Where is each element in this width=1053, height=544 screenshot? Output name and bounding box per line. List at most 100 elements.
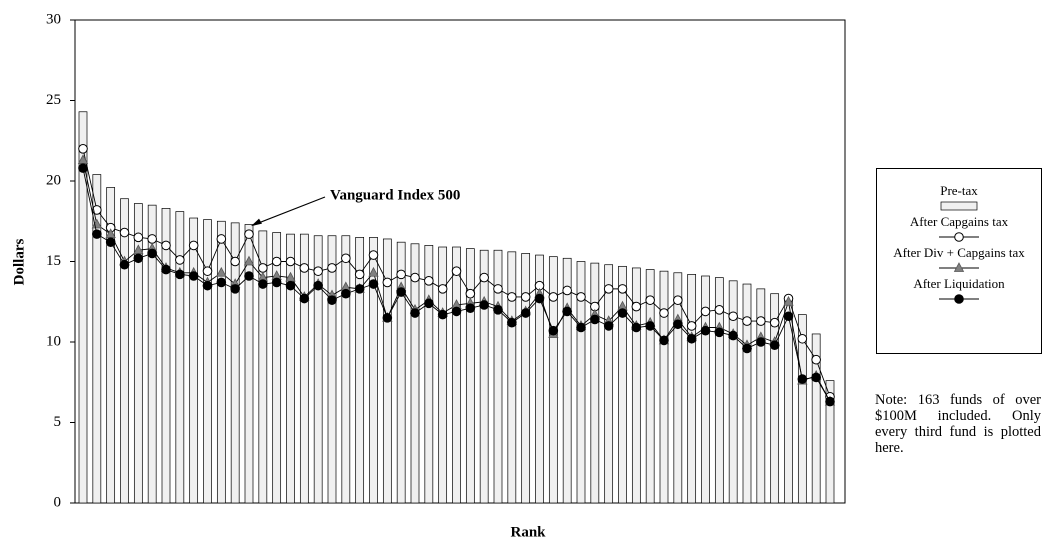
marker	[756, 337, 766, 347]
marker	[562, 306, 572, 317]
bar	[382, 238, 392, 504]
marker	[645, 295, 655, 305]
marker	[285, 256, 296, 267]
legend-label: After Liquidation	[913, 276, 1005, 291]
marker	[769, 340, 780, 351]
legend-symbol	[939, 262, 979, 272]
bar	[493, 249, 503, 504]
y-tick-label: 15	[46, 253, 61, 269]
marker	[728, 330, 738, 341]
marker	[341, 288, 351, 299]
marker	[645, 321, 655, 331]
marker	[742, 343, 752, 354]
legend-label: Pre-tax	[940, 183, 978, 198]
marker	[382, 277, 393, 288]
marker	[424, 276, 434, 286]
y-tick-label: 25	[46, 92, 61, 108]
bar	[369, 237, 378, 504]
marker	[119, 227, 130, 238]
bar	[92, 174, 102, 504]
bar	[797, 314, 807, 504]
marker	[368, 279, 379, 289]
marker	[327, 263, 337, 273]
marker	[728, 311, 738, 322]
marker	[451, 266, 462, 276]
marker	[811, 354, 821, 365]
bar	[701, 275, 710, 504]
marker	[617, 308, 628, 318]
marker	[507, 292, 517, 302]
marker	[78, 163, 88, 173]
marker	[797, 374, 808, 384]
marker	[133, 232, 144, 243]
marker	[382, 313, 393, 323]
bar	[244, 224, 254, 504]
marker	[161, 240, 171, 251]
bar	[521, 253, 531, 504]
bar	[590, 262, 600, 504]
marker	[354, 284, 365, 294]
marker	[258, 263, 268, 273]
marker	[783, 311, 794, 322]
y-tick-label: 10	[46, 333, 61, 349]
marker	[216, 234, 227, 244]
bar	[687, 274, 697, 504]
bar	[507, 251, 517, 504]
marker	[188, 271, 199, 281]
bar	[175, 211, 185, 504]
marker	[244, 271, 254, 281]
bar	[161, 208, 171, 504]
marker	[313, 280, 323, 291]
marker	[659, 335, 669, 346]
marker	[742, 316, 752, 326]
marker	[576, 322, 586, 333]
bar	[424, 245, 434, 504]
marker	[161, 264, 171, 275]
bar	[327, 235, 337, 504]
marker	[479, 300, 489, 310]
bar	[230, 222, 240, 504]
marker	[368, 266, 379, 277]
marker	[410, 272, 420, 283]
marker	[202, 280, 213, 291]
marker	[659, 308, 669, 318]
bar	[479, 249, 489, 504]
marker	[368, 250, 379, 260]
marker	[825, 396, 835, 407]
bar	[272, 232, 282, 504]
marker	[631, 301, 642, 312]
marker	[354, 269, 365, 280]
annotation-arrow	[252, 196, 326, 226]
marker	[285, 280, 296, 291]
marker	[700, 306, 711, 317]
bar	[189, 217, 199, 504]
bar	[203, 219, 212, 504]
bar	[548, 256, 558, 504]
marker	[78, 144, 88, 154]
marker	[244, 229, 254, 239]
marker	[175, 269, 185, 280]
bar	[728, 280, 738, 504]
bar	[631, 267, 641, 504]
bar	[438, 246, 448, 504]
bar	[535, 254, 544, 504]
marker	[119, 259, 130, 270]
marker	[686, 333, 697, 344]
marker	[202, 266, 213, 276]
marker	[437, 284, 448, 294]
marker	[507, 317, 517, 328]
marker	[756, 316, 766, 326]
marker	[520, 308, 531, 318]
bar	[286, 233, 295, 504]
bar	[659, 270, 669, 504]
bar	[258, 230, 268, 504]
legend-label: After Capgains tax	[909, 214, 1009, 229]
bar	[618, 265, 627, 504]
marker	[299, 293, 310, 304]
bar	[714, 277, 724, 504]
marker	[105, 237, 116, 247]
marker	[396, 269, 406, 280]
bar	[410, 243, 420, 504]
marker	[341, 253, 351, 264]
